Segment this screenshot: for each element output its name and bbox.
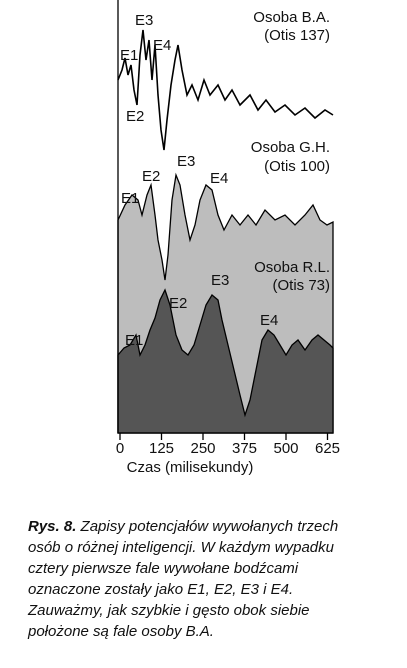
- trace-score: (Otis 100): [264, 158, 330, 175]
- caption-text: Zapisy potencjałów wywołanych trzech: [80, 518, 339, 535]
- x-tick-label: 500: [273, 440, 298, 457]
- trace-name: Osoba G.H.: [251, 139, 330, 156]
- wave-label: E2: [142, 168, 160, 185]
- x-tick-label: 0: [116, 440, 124, 457]
- caption-line: położone są fale osoby B.A.: [27, 623, 214, 640]
- x-tick-label: 125: [149, 440, 174, 457]
- caption-label: Rys. 8.: [28, 518, 76, 535]
- caption-line: oznaczone zostały jako E1, E2, E3 i E4.: [28, 581, 293, 598]
- x-ticks: 0 125 250 375 500 625: [116, 433, 340, 457]
- caption-line: cztery pierwsze fale wywołane bodźcami: [28, 560, 299, 577]
- trace-score: (Otis 137): [264, 27, 330, 44]
- x-tick-label: 250: [190, 440, 215, 457]
- wave-label: E1: [125, 332, 143, 349]
- wave-label: E1: [120, 47, 138, 64]
- wave-label: E4: [153, 37, 171, 54]
- wave-label: E3: [177, 153, 195, 170]
- wave-label: E2: [126, 108, 144, 125]
- wave-label: E2: [169, 295, 187, 312]
- x-tick-label: 375: [232, 440, 257, 457]
- caption-line: osób o różnej inteligencji. W każdym wyp…: [28, 539, 335, 556]
- caption-line: Zauważmy, jak szybkie i gęsto obok siebi…: [27, 602, 310, 619]
- trace-name: Osoba B.A.: [253, 9, 330, 26]
- wave-label: E4: [260, 312, 278, 329]
- wave-label: E4: [210, 170, 228, 187]
- wave-label: E1: [121, 190, 139, 207]
- x-tick-label: 625: [315, 440, 340, 457]
- trace-score: (Otis 73): [272, 277, 330, 294]
- x-axis-label: Czas (milisekundy): [127, 459, 254, 476]
- trace-rl-area: [117, 288, 334, 434]
- trace-ba-line: [117, 29, 334, 151]
- wave-label: E3: [135, 12, 153, 29]
- trace-name: Osoba R.L.: [254, 259, 330, 276]
- caption-line: Rys. 8. Zapisy potencjałów wywołanych tr…: [28, 518, 338, 535]
- wave-label: E3: [211, 272, 229, 289]
